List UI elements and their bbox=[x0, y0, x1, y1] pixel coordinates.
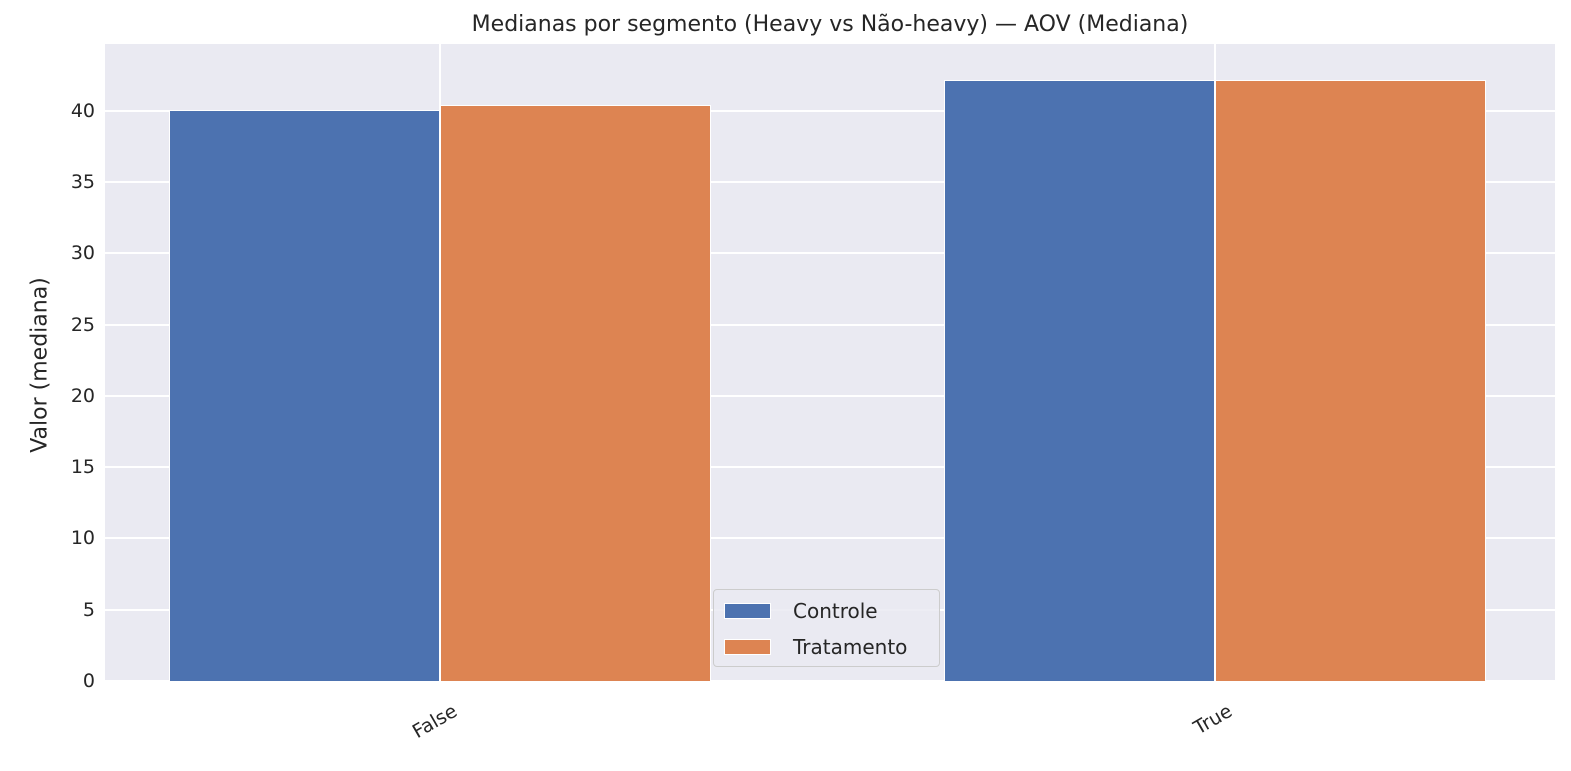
legend-item-tratamento: Tratamento bbox=[724, 634, 907, 660]
y-tick-label: 30 bbox=[70, 242, 95, 265]
legend-swatch-controle bbox=[724, 603, 771, 619]
y-gridline bbox=[105, 181, 1555, 184]
legend-label: Tratamento bbox=[793, 635, 908, 659]
y-tick-label: 25 bbox=[70, 313, 95, 336]
y-axis-label: Valor (mediana) bbox=[27, 277, 53, 453]
legend-item-controle: Controle bbox=[724, 598, 878, 624]
bar-controle-false bbox=[169, 109, 440, 681]
bar-controle-true bbox=[944, 79, 1215, 681]
y-gridline bbox=[105, 466, 1555, 469]
legend-label: Controle bbox=[793, 599, 878, 623]
y-gridline bbox=[105, 252, 1555, 255]
y-tick-label: 40 bbox=[70, 99, 95, 122]
y-gridline bbox=[105, 394, 1555, 397]
y-tick-label: 20 bbox=[70, 384, 95, 407]
bar-tratamento-true bbox=[1215, 79, 1486, 681]
y-tick-label: 15 bbox=[70, 456, 95, 479]
x-tick-label: True bbox=[1190, 700, 1236, 740]
legend: Controle Tratamento bbox=[713, 589, 940, 667]
plot-area bbox=[105, 44, 1555, 681]
bar-tratamento-false bbox=[440, 105, 711, 681]
legend-swatch-tratamento bbox=[724, 639, 771, 655]
y-gridline bbox=[105, 109, 1555, 112]
y-gridline bbox=[105, 323, 1555, 326]
y-gridline bbox=[105, 680, 1555, 681]
chart-title: Medianas por segmento (Heavy vs Não-heav… bbox=[471, 12, 1189, 37]
y-tick-label: 35 bbox=[70, 171, 95, 194]
y-tick-label: 5 bbox=[82, 598, 95, 621]
x-tick-label: False bbox=[408, 700, 461, 743]
y-tick-label: 10 bbox=[70, 527, 95, 550]
y-tick-label: 0 bbox=[82, 670, 95, 692]
y-gridline bbox=[105, 537, 1555, 540]
